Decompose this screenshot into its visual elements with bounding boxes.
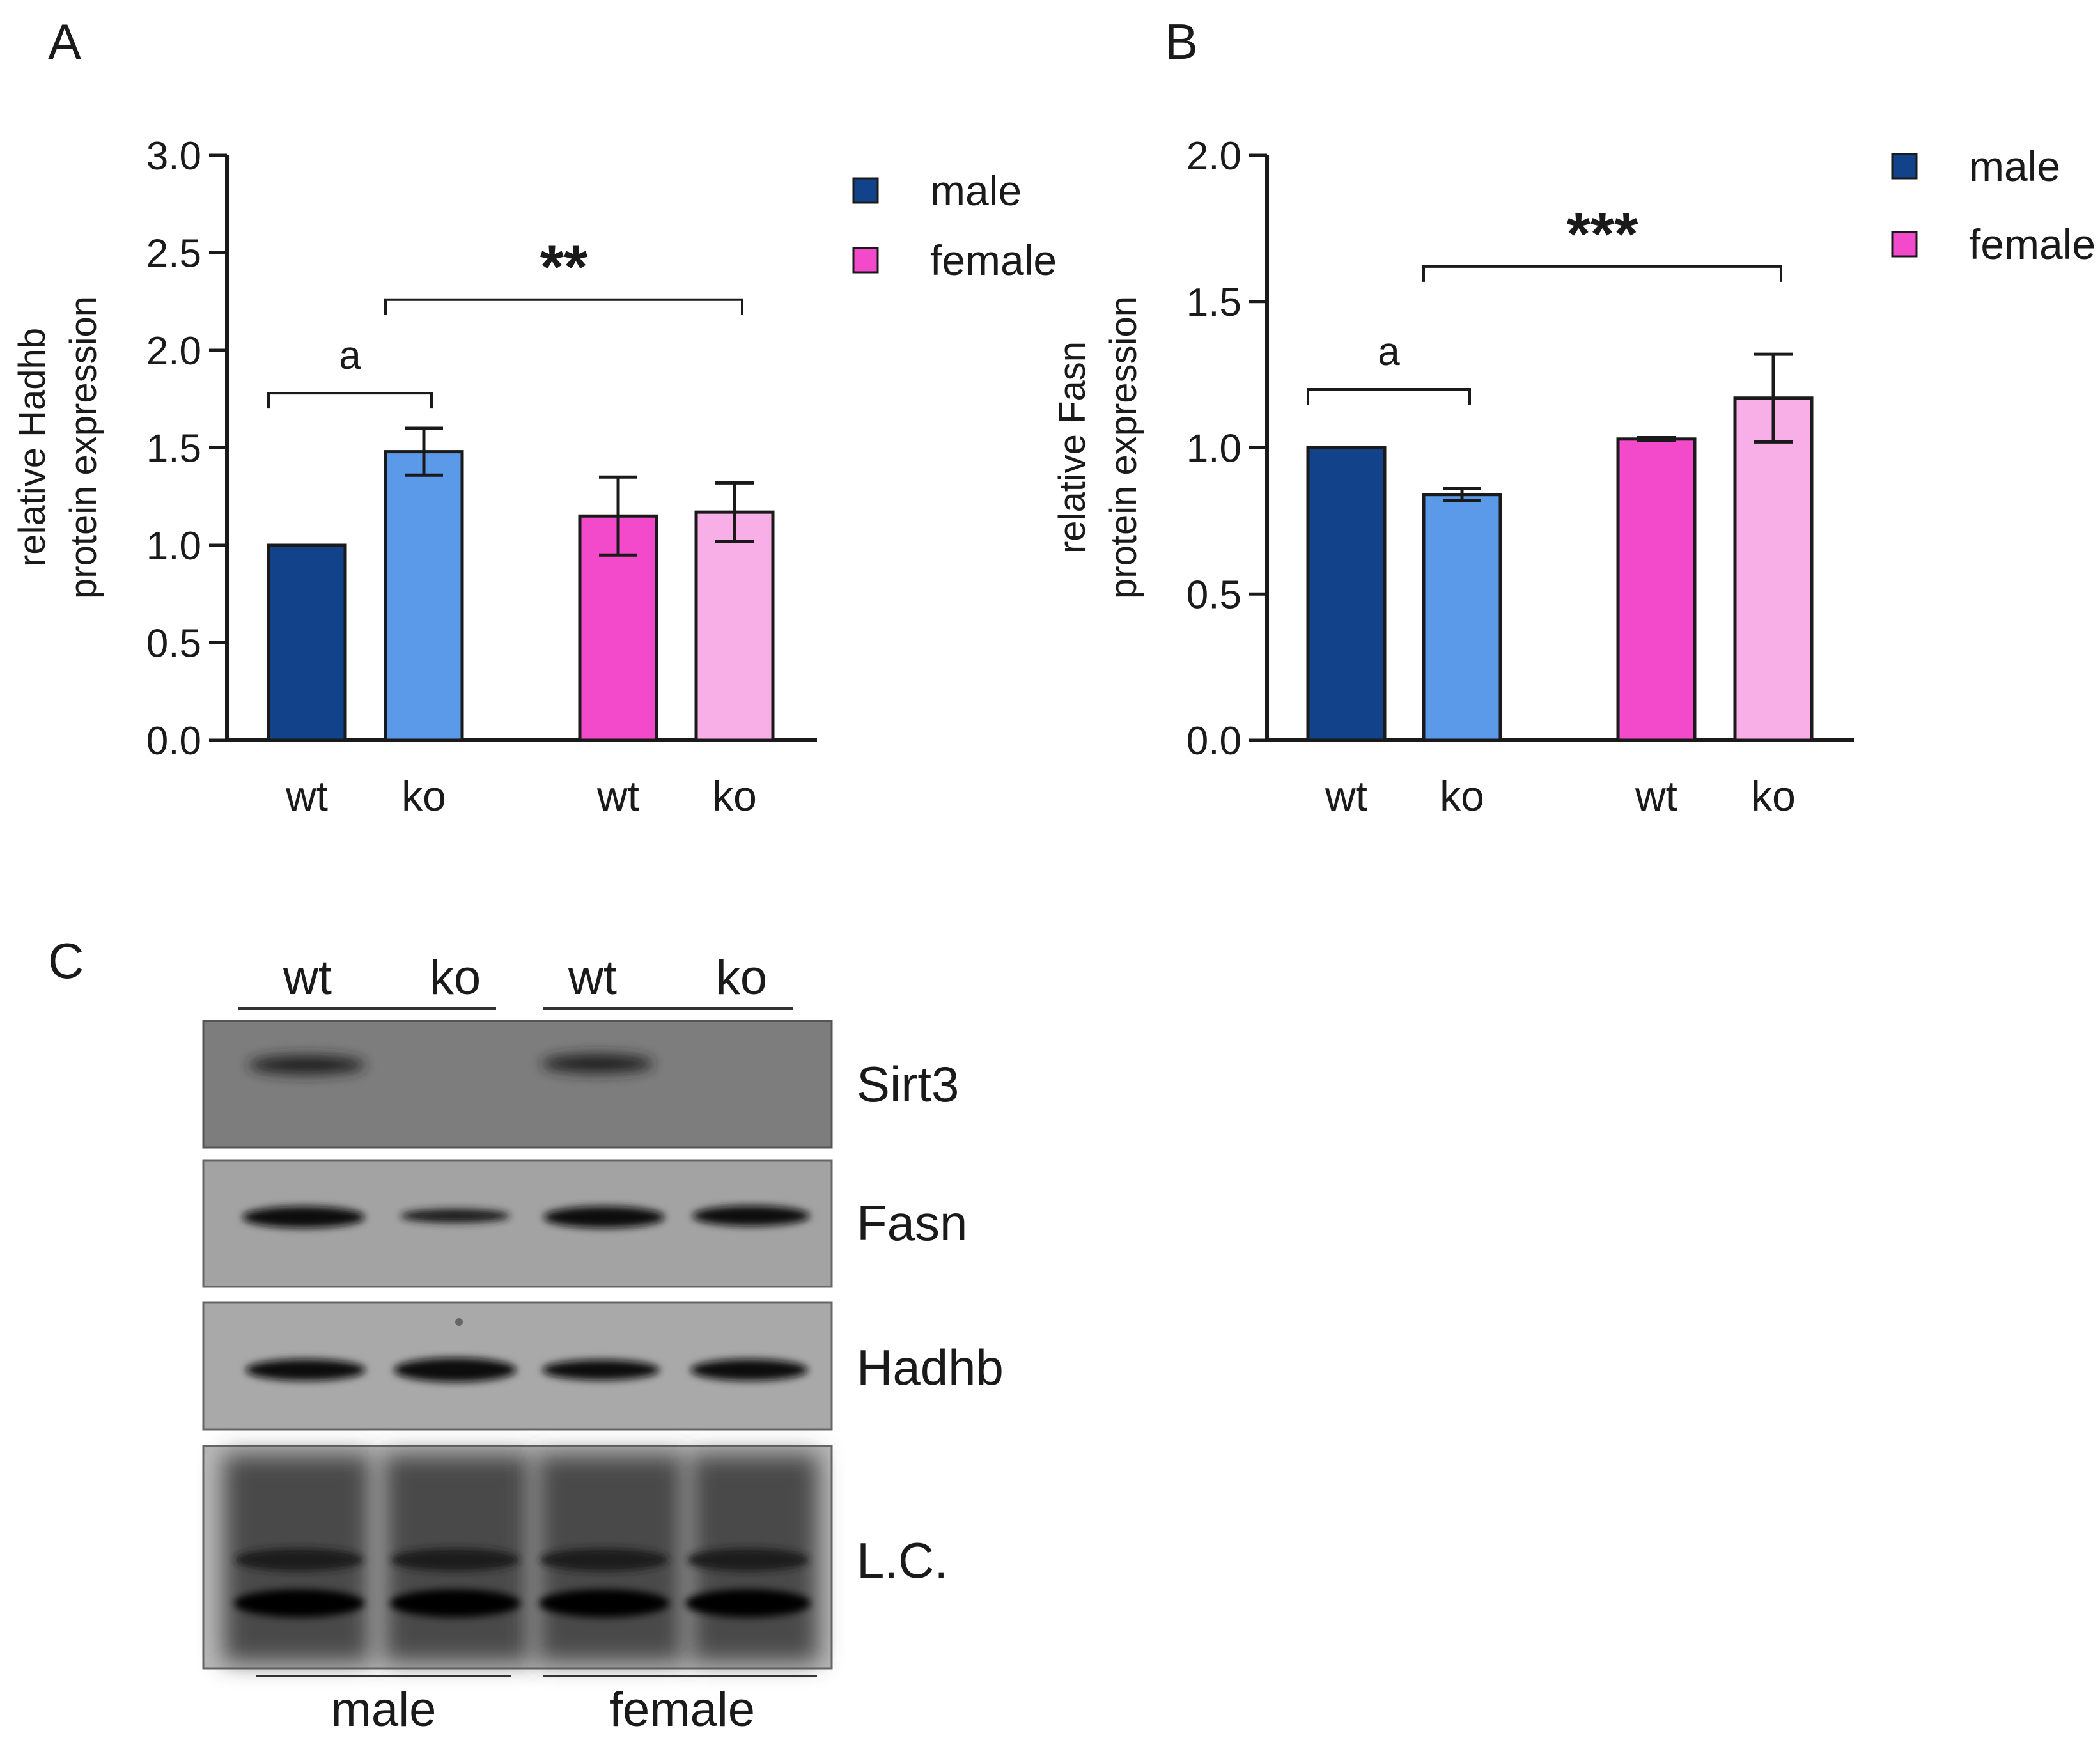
y-axis-label: relative Fasn (1052, 341, 1093, 554)
bar (384, 450, 464, 742)
x-tick-label: ko (1751, 772, 1796, 820)
blot-group-male: male (331, 1682, 437, 1737)
y-tick-label: 2.0 (146, 329, 201, 373)
protein-label-fasn: Fasn (857, 1195, 967, 1251)
sirt3-band (541, 1054, 654, 1073)
hadhb-band (245, 1359, 366, 1381)
fasn-band (692, 1206, 810, 1226)
y-tick-label: 3.0 (146, 134, 201, 178)
x-tick-label: wt (1325, 772, 1367, 820)
bar (1616, 437, 1697, 742)
fasn-band (242, 1206, 365, 1228)
protein-label-loading-control: L.C. (857, 1532, 948, 1589)
significance-label: *** (1566, 200, 1638, 268)
panel-b-letter: B (1165, 13, 1198, 70)
y-tick-label: 0.5 (1186, 573, 1241, 617)
bar (267, 543, 347, 742)
legend-label: male (1969, 143, 2060, 190)
legend-swatch (1891, 231, 1918, 258)
bar (1422, 493, 1502, 742)
fasn-band (400, 1209, 510, 1223)
x-tick-label: ko (401, 772, 446, 820)
legend-swatch (852, 247, 879, 274)
blot-lane-label: ko (430, 951, 481, 1005)
significance-label: a (339, 334, 361, 378)
significance-bracket (267, 392, 433, 409)
x-tick-label: wt (596, 772, 639, 820)
hadhb-band (394, 1358, 517, 1382)
sirt3-membrane (202, 1020, 833, 1149)
y-tick-label: 1.5 (146, 427, 201, 471)
y-tick-label: 0.0 (146, 719, 201, 763)
significance-label: a (1378, 330, 1400, 374)
y-tick-label: 1.5 (1186, 281, 1241, 325)
bar (1733, 396, 1814, 742)
loading-control-bands (234, 1548, 811, 1617)
legend-label: female (930, 237, 1057, 284)
x-tick-label: ko (712, 772, 757, 820)
panel-c-letter: C (48, 933, 84, 989)
y-tick-label: 0.5 (146, 622, 201, 666)
x-tick-label: ko (1440, 772, 1484, 820)
blot-lane-label: ko (716, 951, 767, 1005)
sirt3-band (248, 1055, 366, 1075)
protein-label-sirt3: Sirt3 (857, 1056, 959, 1112)
y-axis-label: protein expression (1103, 296, 1144, 599)
western-blot: wt ko wt ko (202, 951, 1004, 1737)
panel-a-letter: A (48, 13, 81, 70)
blot-lane-label: wt (283, 951, 332, 1005)
fasn-band (543, 1206, 665, 1228)
legend-swatch (852, 177, 879, 204)
chart-b: 0.0 0.5 1.0 1.5 2.0 relative Fasn protein expr… (1052, 134, 2096, 820)
y-tick-label: 2.0 (1186, 134, 1241, 178)
bar (1306, 446, 1387, 742)
y-tick-label: 2.5 (146, 232, 201, 276)
significance-bracket (1307, 388, 1471, 405)
blot-lane-label: wt (568, 951, 617, 1005)
x-tick-label: wt (1635, 772, 1677, 820)
membrane-speck (455, 1318, 463, 1326)
bar (694, 510, 775, 742)
y-axis-label: protein expression (63, 296, 104, 599)
hadhb-band (542, 1360, 660, 1380)
significance-label: ** (540, 233, 588, 302)
legend-swatch (1891, 153, 1918, 180)
blot-group-female: female (609, 1682, 755, 1737)
x-tick-label: wt (285, 772, 328, 820)
hadhb-band (690, 1359, 808, 1381)
significance-bracket (1422, 265, 1782, 282)
y-axis-label: relative Hadhb (12, 328, 53, 567)
legend-label: female (1969, 221, 2096, 268)
significance-bracket (384, 298, 743, 315)
y-tick-label: 1.0 (1186, 427, 1241, 471)
y-tick-label: 0.0 (1186, 719, 1241, 763)
y-tick-label: 1.0 (146, 524, 201, 568)
protein-label-hadhb: Hadhb (857, 1339, 1004, 1395)
chart-a: 0.0 0.5 1.0 1.5 2.0 2.5 3.0 relative Hadhb prote… (12, 134, 1057, 820)
legend-label: male (930, 167, 1022, 214)
